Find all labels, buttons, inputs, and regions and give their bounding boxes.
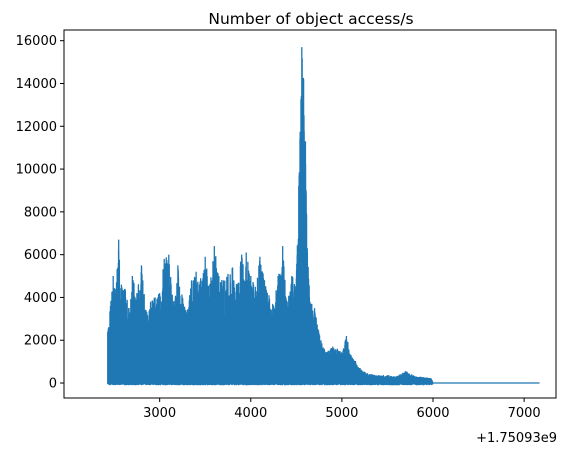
y-axis: 0 2000 4000 6000 8000 10000 12000 14000 16000 [16, 34, 64, 392]
axes-frame [63, 29, 557, 399]
series-line [107, 47, 540, 386]
y-tick-label: 0 [49, 377, 57, 392]
x-tick-label: 3000 [143, 406, 176, 421]
y-tick-label: 2000 [24, 334, 57, 349]
y-tick-label: 8000 [24, 205, 57, 220]
x-tick-label: 5000 [325, 406, 358, 421]
chart-title: Number of object access/s [208, 10, 413, 28]
plot-area [107, 47, 540, 386]
y-tick-label: 16000 [16, 34, 57, 49]
y-tick-label: 6000 [24, 248, 57, 263]
y-tick-label: 10000 [16, 163, 57, 178]
x-tick-label: 6000 [416, 406, 449, 421]
y-tick-label: 12000 [16, 120, 57, 135]
x-axis: 3000 4000 5000 6000 7000 [143, 398, 541, 421]
y-tick-label: 14000 [16, 77, 57, 92]
x-tick-label: 4000 [234, 406, 267, 421]
x-tick-label: 7000 [508, 406, 541, 421]
y-tick-label: 4000 [24, 291, 57, 306]
x-offset-label: +1.75093e9 [476, 431, 557, 446]
